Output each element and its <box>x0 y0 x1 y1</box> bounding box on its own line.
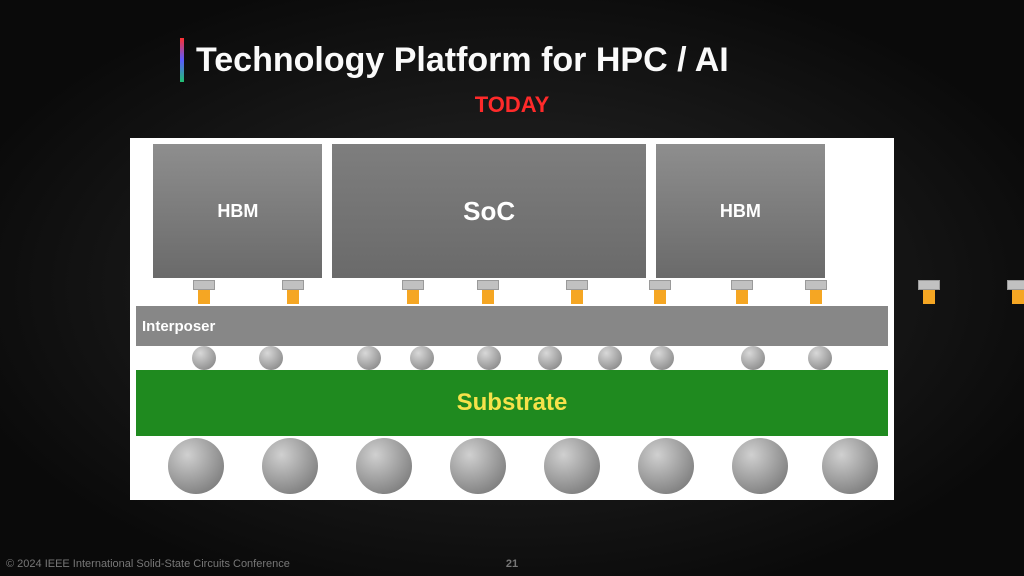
page-number: 21 <box>506 558 518 570</box>
bga-ball-row <box>136 438 888 500</box>
micro-bump <box>1007 280 1024 290</box>
copyright-text: © 2024 IEEE International Solid-State Ci… <box>6 558 290 570</box>
title-accent-bar <box>180 38 184 82</box>
c4-bump <box>477 346 501 370</box>
c4-bump <box>598 346 622 370</box>
c4-bump <box>741 346 765 370</box>
slide-title: Technology Platform for HPC / AI <box>196 41 729 80</box>
packaging-cross-section-diagram: HBMSoCHBM Interposer Substrate <box>130 138 894 500</box>
c4-bump <box>192 346 216 370</box>
substrate-layer: Substrate <box>136 370 888 436</box>
bga-ball <box>822 438 878 494</box>
die-hbm: HBM <box>654 142 827 280</box>
bga-ball <box>168 438 224 494</box>
c4-bump <box>538 346 562 370</box>
die-row: HBMSoCHBM <box>136 142 888 280</box>
bga-ball <box>356 438 412 494</box>
micro-bump <box>566 280 588 290</box>
micro-bump <box>193 280 215 290</box>
bga-ball <box>262 438 318 494</box>
c4-bump <box>410 346 434 370</box>
bga-ball <box>544 438 600 494</box>
micro-bump <box>477 280 499 290</box>
micro-bump <box>805 280 827 290</box>
c4-bump <box>808 346 832 370</box>
interposer-layer: Interposer <box>136 306 888 346</box>
die-soc: SoC <box>330 142 647 280</box>
bga-ball <box>638 438 694 494</box>
c4-bump <box>357 346 381 370</box>
c4-bump <box>650 346 674 370</box>
micro-bump <box>918 280 940 290</box>
c4-bump <box>259 346 283 370</box>
micro-bump <box>731 280 753 290</box>
micro-bump <box>402 280 424 290</box>
slide-footer: © 2024 IEEE International Solid-State Ci… <box>6 558 1018 570</box>
slide-title-block: Technology Platform for HPC / AI <box>180 38 729 82</box>
micro-bump <box>649 280 671 290</box>
micro-bump <box>282 280 304 290</box>
interposer-label: Interposer <box>142 318 215 335</box>
micro-bump-row <box>136 280 888 306</box>
substrate-label: Substrate <box>457 389 568 417</box>
bga-ball <box>732 438 788 494</box>
die-hbm: HBM <box>151 142 324 280</box>
bga-ball <box>450 438 506 494</box>
slide-subtitle: TODAY <box>0 92 1024 118</box>
